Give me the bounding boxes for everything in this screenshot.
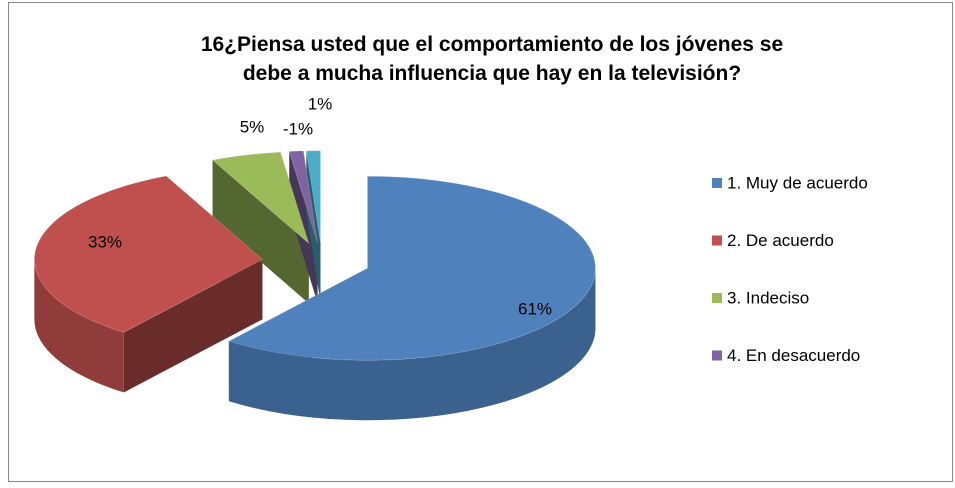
legend-label: 3. Indeciso bbox=[727, 288, 809, 307]
slice-side bbox=[123, 259, 263, 393]
pie-slice bbox=[211, 151, 310, 245]
pie-slice bbox=[305, 150, 322, 243]
legend-swatch bbox=[712, 350, 722, 361]
legend-label: 4. En desacuerdo bbox=[727, 346, 860, 365]
chart-title: 16¿Piensa usted que el comportamiento de… bbox=[201, 33, 783, 85]
pie-tops bbox=[33, 150, 596, 361]
pie-slice bbox=[33, 175, 264, 333]
pie-slice bbox=[227, 175, 596, 361]
legend-label: 2. De acuerdo bbox=[727, 231, 834, 250]
data-label: -1% bbox=[283, 119, 313, 138]
slice-wall bbox=[228, 268, 596, 421]
pie-slice bbox=[288, 150, 319, 243]
legend-swatch bbox=[712, 293, 722, 303]
data-label: 61% bbox=[518, 299, 552, 318]
data-label: 33% bbox=[88, 232, 122, 251]
data-label: 5% bbox=[240, 117, 265, 136]
data-labels: 61% 33% 5% -1% 1% bbox=[88, 94, 552, 318]
legend-label: 1. Muy de acuerdo bbox=[727, 173, 868, 192]
data-label: 1% bbox=[308, 94, 333, 113]
slice-wall bbox=[34, 259, 124, 393]
legend: 1. Muy de acuerdo 2. De acuerdo 3. Indecis… bbox=[712, 173, 868, 365]
slice-side bbox=[212, 159, 309, 304]
legend-swatch bbox=[712, 235, 722, 246]
legend-swatch bbox=[712, 178, 722, 188]
